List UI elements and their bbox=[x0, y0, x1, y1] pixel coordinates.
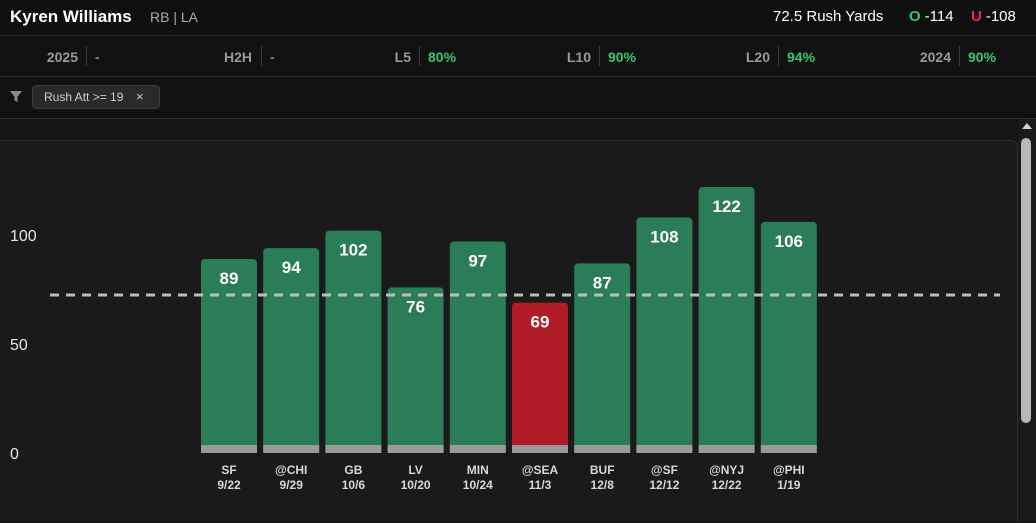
x-tick-date: 9/22 bbox=[217, 478, 241, 492]
x-tick-label: @NYJ bbox=[709, 463, 744, 477]
chart-panel: 0 50 100 89 SF 9/22 94 @CHI 9/29 102 GB 10/6 76 LV 10/… bbox=[0, 140, 1018, 522]
bar-foot bbox=[325, 445, 382, 453]
player-position: RB | LA bbox=[150, 9, 198, 25]
stat-divider bbox=[419, 46, 420, 66]
over-label: O bbox=[909, 8, 921, 25]
scroll-thumb[interactable] bbox=[1021, 138, 1031, 423]
bar[interactable] bbox=[698, 187, 755, 453]
stat-value: - bbox=[270, 49, 275, 65]
bar-foot bbox=[449, 445, 506, 453]
x-tick-label: @PHI bbox=[773, 463, 805, 477]
bar[interactable] bbox=[449, 241, 506, 453]
bar-foot bbox=[263, 445, 320, 453]
filter-icon[interactable] bbox=[10, 91, 22, 103]
bar-value-label: 89 bbox=[220, 269, 239, 288]
over-odds: -114 bbox=[924, 8, 954, 25]
x-tick-label: GB bbox=[344, 463, 362, 477]
bar[interactable] bbox=[387, 287, 444, 453]
bar-value-label: 76 bbox=[406, 297, 425, 316]
bar-foot bbox=[201, 445, 257, 453]
x-tick-date: 10/24 bbox=[463, 478, 493, 492]
x-tick-label: LV bbox=[408, 463, 422, 477]
hit-rate-bar: 2025 - H2H - L5 80% L10 90% L20 94% 2024… bbox=[0, 36, 1036, 77]
x-tick-date: 10/20 bbox=[401, 478, 431, 492]
bar[interactable] bbox=[201, 258, 257, 453]
bar-value-label: 94 bbox=[282, 258, 301, 277]
y-tick-label: 0 bbox=[10, 446, 19, 463]
scrollbar[interactable] bbox=[1018, 119, 1036, 522]
bar-foot bbox=[636, 445, 693, 453]
under-odds-button[interactable]: U -108 bbox=[971, 8, 1016, 25]
bar[interactable] bbox=[512, 302, 568, 453]
stat-value: - bbox=[95, 49, 100, 65]
player-name[interactable]: Kyren Williams bbox=[10, 7, 132, 26]
x-tick-date: 10/6 bbox=[342, 478, 366, 492]
x-tick-date: 12/12 bbox=[649, 478, 679, 492]
prop-label: 72.5 Rush Yards bbox=[773, 8, 884, 25]
x-tick-label: BUF bbox=[590, 463, 615, 477]
stat-divider bbox=[778, 46, 779, 66]
bar-foot bbox=[387, 445, 444, 453]
bar[interactable] bbox=[325, 230, 382, 453]
filter-row: Rush Att >= 19 × bbox=[0, 77, 1036, 119]
filter-chip-rush-att[interactable]: Rush Att >= 19 × bbox=[32, 85, 160, 109]
bar-foot bbox=[512, 445, 568, 453]
x-tick-date: 1/19 bbox=[777, 478, 801, 492]
bar[interactable] bbox=[636, 217, 693, 453]
stat-value: 94% bbox=[787, 49, 816, 65]
bar-value-label: 108 bbox=[650, 228, 678, 247]
stat-value: 90% bbox=[968, 49, 997, 65]
under-label: U bbox=[971, 8, 982, 25]
stat-label: 2025 bbox=[46, 49, 78, 65]
stat-divider bbox=[261, 46, 262, 66]
x-tick-date: 9/29 bbox=[280, 478, 304, 492]
bar-value-label: 122 bbox=[712, 197, 740, 216]
stat-label: L10 bbox=[566, 49, 591, 65]
bar-foot bbox=[760, 445, 817, 453]
stat-divider bbox=[599, 46, 600, 66]
bar-foot bbox=[574, 445, 631, 453]
bar-value-label: 106 bbox=[775, 232, 803, 251]
x-tick-date: 11/3 bbox=[529, 478, 552, 492]
x-tick-date: 12/8 bbox=[591, 478, 615, 492]
x-tick-label: SF bbox=[221, 463, 236, 477]
y-tick-label: 100 bbox=[10, 228, 37, 245]
rush-yards-bar-chart: 05010089SF9/2294@CHI9/29102GB10/676LV10/… bbox=[10, 187, 1000, 492]
stat-label: L5 bbox=[394, 49, 411, 65]
bar-value-label: 69 bbox=[531, 313, 550, 332]
stat-label: 2024 bbox=[919, 49, 951, 65]
bar-value-label: 102 bbox=[339, 241, 367, 260]
stat-divider bbox=[86, 46, 87, 66]
scroll-up-arrow-icon[interactable] bbox=[1022, 123, 1032, 129]
under-odds: -108 bbox=[985, 8, 1016, 25]
bar-value-label: 97 bbox=[468, 252, 487, 271]
bar[interactable] bbox=[760, 221, 817, 453]
stat-label: L20 bbox=[745, 49, 770, 65]
bar[interactable] bbox=[574, 263, 631, 453]
header-bar: Kyren Williams RB | LA 72.5 Rush Yards O… bbox=[0, 0, 1036, 36]
x-tick-label: MIN bbox=[467, 463, 489, 477]
filter-chip-label: Rush Att >= 19 bbox=[44, 90, 124, 104]
bar-foot bbox=[698, 445, 755, 453]
bar[interactable] bbox=[263, 248, 320, 453]
x-tick-label: @SEA bbox=[522, 463, 559, 477]
x-tick-label: @CHI bbox=[275, 463, 307, 477]
filter-chip-close-icon[interactable]: × bbox=[136, 89, 144, 104]
stat-value: 80% bbox=[428, 49, 457, 65]
stat-value: 90% bbox=[608, 49, 637, 65]
x-tick-label: @SF bbox=[651, 463, 678, 477]
over-odds-button[interactable]: O -114 bbox=[909, 8, 954, 25]
stat-label: H2H bbox=[223, 49, 252, 65]
x-tick-date: 12/22 bbox=[712, 478, 742, 492]
bar-value-label: 87 bbox=[593, 273, 612, 292]
y-tick-label: 50 bbox=[10, 337, 28, 354]
stat-divider bbox=[959, 46, 960, 66]
